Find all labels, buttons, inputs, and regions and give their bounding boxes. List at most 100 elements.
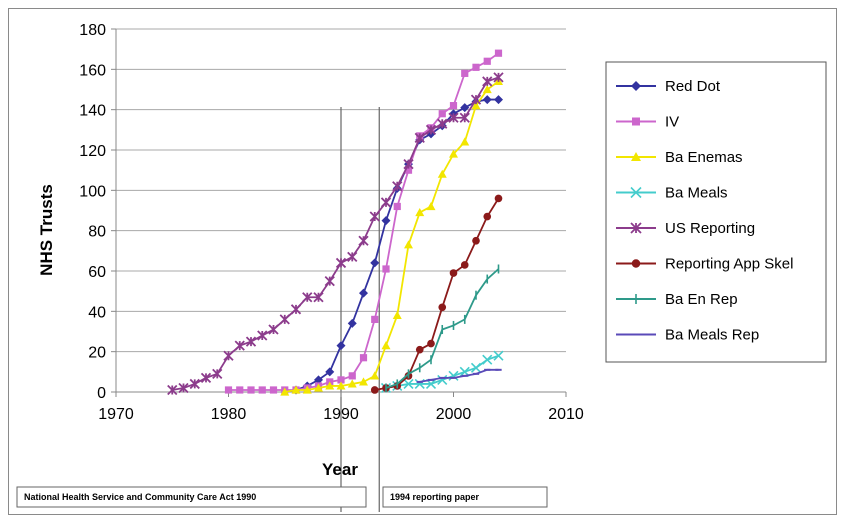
data-point xyxy=(370,371,380,380)
data-point xyxy=(359,354,368,362)
data-point xyxy=(380,197,392,208)
annotations: National Health Service and Community Ca… xyxy=(16,486,548,508)
data-point xyxy=(290,304,302,315)
axes xyxy=(111,28,567,397)
data-point xyxy=(425,124,437,135)
data-point xyxy=(313,292,324,303)
legend-label: Ba Enemas xyxy=(665,149,743,166)
data-point xyxy=(337,376,345,384)
data-point xyxy=(415,345,424,354)
data-point xyxy=(392,310,402,319)
data-point xyxy=(347,251,358,263)
data-point xyxy=(212,368,223,379)
data-point xyxy=(269,386,278,394)
data-point xyxy=(460,103,470,113)
data-point xyxy=(258,386,266,394)
data-point xyxy=(336,381,346,390)
data-point xyxy=(302,292,313,303)
data-point xyxy=(167,384,178,396)
legend-label: Ba En Rep xyxy=(665,291,738,308)
annotation-box-paper xyxy=(382,486,548,508)
data-point xyxy=(279,314,290,325)
data-point xyxy=(247,386,255,394)
data-point xyxy=(381,341,391,350)
data-point xyxy=(404,240,413,249)
data-point xyxy=(470,94,482,105)
data-point xyxy=(482,354,493,365)
series-reporting-app-skel xyxy=(370,194,503,394)
y-tick-label: 80 xyxy=(88,224,106,241)
legend-label: Reporting App Skel xyxy=(665,256,793,273)
data-point xyxy=(427,339,435,348)
data-point xyxy=(631,81,641,91)
data-point xyxy=(358,235,369,246)
data-point xyxy=(393,202,401,211)
data-point xyxy=(392,181,403,192)
data-point xyxy=(325,367,335,377)
data-point xyxy=(449,149,458,158)
data-point xyxy=(302,385,312,394)
y-tick-label: 120 xyxy=(79,143,106,160)
y-axis-label: NHS Trusts xyxy=(37,184,56,276)
data-point xyxy=(347,318,357,328)
annotation-box-act xyxy=(16,486,367,508)
data-point xyxy=(483,57,491,65)
data-point xyxy=(494,95,503,105)
data-point xyxy=(449,269,458,277)
data-point xyxy=(314,383,323,392)
data-point xyxy=(370,386,379,394)
x-tick-label: 2010 xyxy=(548,406,584,423)
data-point xyxy=(631,259,641,268)
data-point xyxy=(460,261,469,269)
data-point xyxy=(224,386,233,394)
data-point xyxy=(404,166,413,174)
data-point xyxy=(324,275,335,287)
data-point xyxy=(472,63,480,71)
x-tick-labels: 1970 1980 1990 2000 2010 xyxy=(98,406,584,423)
data-point xyxy=(291,385,301,394)
data-point xyxy=(359,288,368,298)
series-iv xyxy=(224,49,503,394)
data-point xyxy=(236,386,244,394)
series-ba-en-rep xyxy=(385,264,500,393)
data-point xyxy=(415,208,425,217)
series-line xyxy=(228,52,500,391)
data-point xyxy=(483,212,492,221)
legend-item: Ba Meals xyxy=(616,185,728,202)
series-red-dot xyxy=(291,95,503,395)
data-point xyxy=(482,95,492,105)
y-tick-labels: 0 20 40 60 80 100 120 140 160 180 xyxy=(79,22,106,402)
data-point xyxy=(437,169,447,178)
series-ba-enemas xyxy=(280,76,503,396)
data-point xyxy=(448,370,459,381)
data-point xyxy=(403,158,414,170)
legend-label: US Reporting xyxy=(665,220,755,237)
data-point xyxy=(335,257,347,269)
data-point xyxy=(280,387,290,396)
data-point xyxy=(630,186,642,199)
data-point xyxy=(437,374,448,385)
series-group xyxy=(167,49,504,396)
data-point xyxy=(493,72,504,83)
data-point xyxy=(471,101,481,110)
data-point xyxy=(470,362,482,373)
data-point xyxy=(438,110,446,118)
data-point xyxy=(359,377,368,386)
legend-label: Red Dot xyxy=(665,78,721,95)
data-point xyxy=(461,69,469,77)
data-point xyxy=(369,211,380,222)
legend-item: US Reporting xyxy=(616,220,755,237)
data-point xyxy=(189,378,200,390)
legend-item: Ba Meals Rep xyxy=(616,327,759,344)
data-point xyxy=(632,117,640,126)
series-ba-meals-rep xyxy=(416,368,502,383)
data-point xyxy=(438,303,447,312)
x-tick-label: 2000 xyxy=(436,406,472,423)
data-point xyxy=(382,265,390,273)
data-point xyxy=(493,350,504,361)
data-point xyxy=(472,236,480,245)
x-tick-label: 1980 xyxy=(211,406,247,423)
y-tick-label: 20 xyxy=(88,345,106,362)
data-point xyxy=(494,194,503,203)
